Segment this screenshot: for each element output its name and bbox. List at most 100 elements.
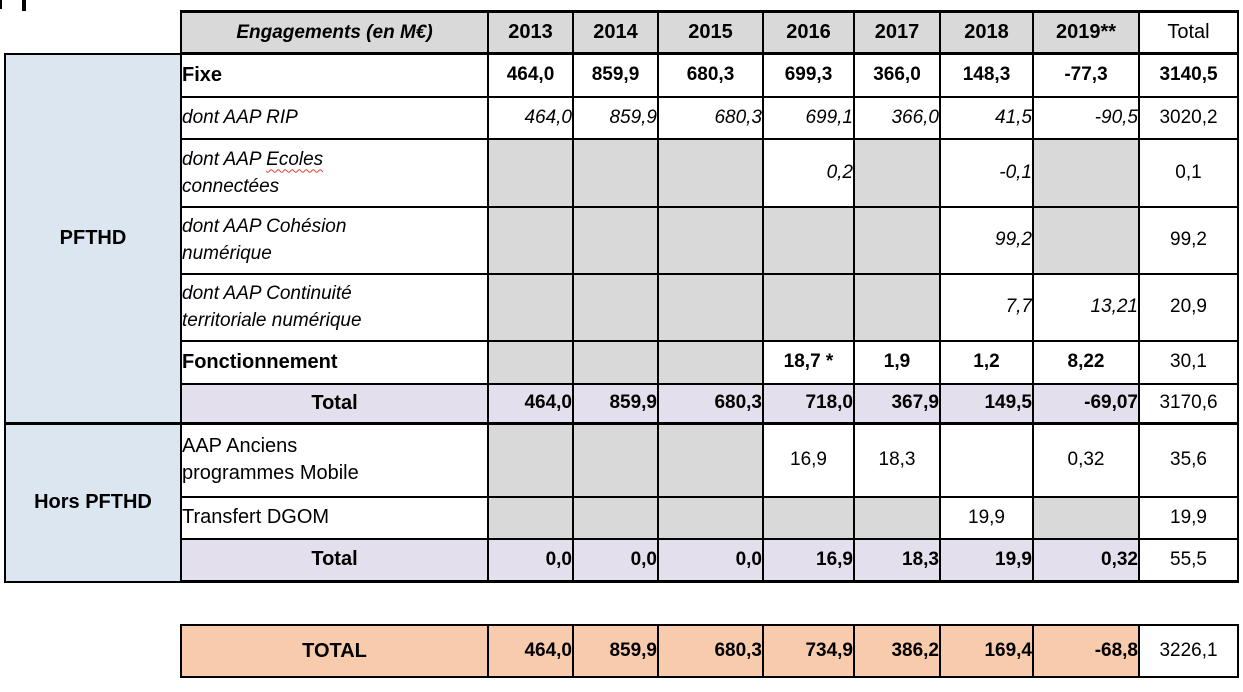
value-cell: 718,0	[762, 382, 855, 425]
value-cell: 859,9	[572, 52, 659, 98]
value-cell: 464,0	[487, 52, 574, 98]
row-label: AAP Anciens programmes Mobile	[180, 422, 489, 498]
grand-total-value-cell: -68,8	[1032, 624, 1140, 678]
year-header: 2016	[762, 10, 855, 55]
value-cell	[762, 272, 855, 342]
row-label-text: connectées	[182, 175, 280, 197]
row-total-cell: 3170,6	[1138, 382, 1239, 425]
grand-total-value-cell: 859,9	[572, 624, 659, 678]
subtotal-label: Total	[180, 382, 489, 425]
table-row: PFTHD Fixe 464,0 859,9 680,3 699,3 366,0 148,3-…	[4, 52, 1239, 425]
year-header: 2019**	[1032, 10, 1140, 55]
value-cell	[1032, 495, 1140, 540]
value-cell	[572, 495, 659, 540]
value-cell	[657, 495, 764, 540]
table-row: Hors PFTHD AAP Anciens programmes Mobile 1…	[4, 422, 1239, 583]
header-row: Engagements (en M€) 2013 2014 2015 2016 2017 2…	[5, 10, 1239, 55]
value-cell: 680,3	[657, 382, 764, 425]
year-header: 2014	[572, 10, 659, 55]
table-row: Total 0,0 0,0 0,0 16,9 18,3 19,9 0,32 55,5	[5, 537, 1239, 583]
row-total-cell: 35,6	[1138, 422, 1239, 498]
row-total-cell: 3140,5	[1138, 52, 1239, 98]
value-cell	[657, 339, 764, 385]
value-cell	[657, 272, 764, 342]
value-cell: -90,5	[1032, 95, 1140, 140]
value-cell: 41,5	[939, 95, 1034, 140]
value-cell	[657, 137, 764, 208]
year-header: 2015	[657, 10, 764, 55]
row-total-cell: 55,5	[1138, 537, 1239, 583]
value-cell	[853, 272, 941, 342]
header-spacer	[5, 11, 181, 54]
row-label: dont AAP RIP	[180, 95, 489, 140]
row-total-cell: 19,9	[1138, 495, 1239, 540]
year-header: 2013	[487, 10, 574, 55]
table-row: dont AAP Continuité territoriale numériq…	[5, 272, 1239, 342]
grand-total-value-cell: 386,2	[853, 624, 941, 678]
value-cell: 16,9	[762, 537, 855, 583]
value-cell: 0,32	[1032, 537, 1140, 583]
value-cell	[1032, 205, 1140, 275]
grand-total-table-body: TOTAL 464,0 859,9 680,3 734,9 386,2 169,4 -68,8…	[180, 624, 1239, 678]
value-cell	[487, 339, 574, 385]
row-total-cell: 3020,2	[1138, 95, 1239, 140]
value-cell	[1032, 137, 1140, 208]
value-cell: 18,3	[853, 537, 941, 583]
grand-total-value-cell: 680,3	[657, 624, 764, 678]
row-total-cell: 20,9	[1138, 272, 1239, 342]
row-total-cell: 30,1	[1138, 339, 1239, 385]
value-cell	[487, 137, 574, 208]
value-cell	[572, 205, 659, 275]
misspelled-word: Ecoles	[266, 148, 324, 170]
table-row: Total 464,0 859,9 680,3 718,0 367,9 149,5 -69,0…	[5, 382, 1239, 425]
text-cursor-artifact	[0, 0, 2, 9]
grand-total-row: TOTAL 464,0 859,9 680,3 734,9 386,2 169,4 -68,8…	[180, 624, 1239, 678]
value-cell: 464,0	[487, 382, 574, 425]
grand-total-value-cell: 464,0	[487, 624, 574, 678]
value-cell: 99,2	[939, 205, 1034, 275]
engagements-header-label: Engagements (en M€)	[180, 10, 489, 55]
value-cell	[572, 272, 659, 342]
value-cell: 18,7 *	[762, 339, 855, 385]
value-cell: 0,2	[762, 137, 855, 208]
value-cell: 680,3	[657, 95, 764, 140]
value-cell: 699,3	[762, 52, 855, 98]
value-cell: 149,5	[939, 382, 1034, 425]
value-cell: 1,2	[939, 339, 1034, 385]
value-cell: 366,0	[853, 52, 941, 98]
value-cell	[762, 205, 855, 275]
value-cell: 680,3	[657, 52, 764, 98]
value-cell	[657, 205, 764, 275]
row-label: Transfert DGOM	[180, 495, 489, 540]
year-header: 2018	[939, 10, 1034, 55]
value-cell: 148,3	[939, 52, 1034, 98]
value-cell	[939, 422, 1034, 498]
value-cell: 7,7	[939, 272, 1034, 342]
row-label: dont AAP Ecoles connectées	[180, 137, 489, 208]
value-cell	[572, 137, 659, 208]
engagements-table-body: Engagements (en M€) 2013 2014 2015 2016 2017 2…	[4, 10, 1239, 583]
group-label-hors-pfthd: Hors PFTHD	[4, 422, 182, 583]
value-cell	[853, 205, 941, 275]
row-label-text: dont AAP	[182, 148, 267, 170]
grand-total-sum-cell: 3226,1	[1138, 624, 1239, 678]
value-cell: 0,32	[1032, 422, 1140, 498]
value-cell	[487, 495, 574, 540]
total-column-header: Total	[1138, 10, 1239, 55]
table-row: dont AAP RIP 464,0 859,9 680,3 699,1 366,0 41,…	[5, 95, 1239, 140]
grand-total-value-cell: 734,9	[762, 624, 855, 678]
group-label-pfthd: PFTHD	[4, 52, 182, 425]
row-total-cell: 0,1	[1138, 137, 1239, 208]
value-cell	[572, 422, 659, 498]
value-cell: 464,0	[487, 95, 574, 140]
table-row: Transfert DGOM 19,9 19,9	[5, 495, 1239, 540]
table-row: Fonctionnement 18,7 * 1,9 1,2 8,22 30,1	[5, 339, 1239, 385]
value-cell: 13,21	[1032, 272, 1140, 342]
value-cell: 366,0	[853, 95, 941, 140]
value-cell: 8,22	[1032, 339, 1140, 385]
value-cell	[487, 205, 574, 275]
value-cell: 0,0	[572, 537, 659, 583]
value-cell: -77,3	[1032, 52, 1140, 98]
value-cell: -69,07	[1032, 382, 1140, 425]
